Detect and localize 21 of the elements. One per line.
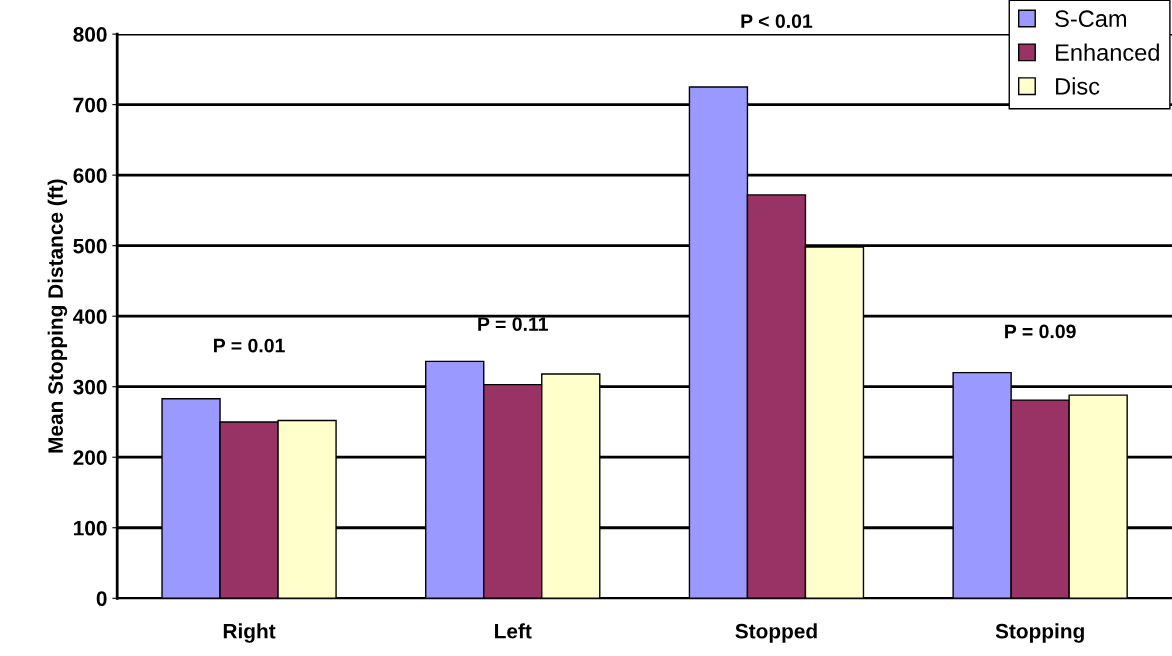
y-tick-label: 800 (73, 27, 107, 42)
y-tick-label: 300 (73, 379, 107, 395)
annotation: P = 0.09 (1005, 324, 1076, 339)
legend-label: S-Cam (1055, 10, 1127, 28)
y-axis-title: Mean Stopping Distance (ft) (47, 179, 68, 453)
y-tick-label: 700 (73, 97, 107, 113)
x-tick-label: Stopping (995, 623, 1084, 643)
y-tick-label: 200 (73, 450, 107, 465)
legend-label: Enhanced (1056, 43, 1159, 61)
text: P < 0.01 (741, 14, 813, 29)
annotation: P = 0.01 (214, 338, 285, 353)
y-tick-label: 100 (74, 520, 107, 536)
y-tick-label: 500 (73, 238, 107, 254)
x-tick-label: Stopped (735, 623, 817, 643)
y-tick-label: 0 (96, 591, 107, 607)
x-tick-label: Left (495, 623, 532, 639)
x-tick-label: Right (223, 623, 276, 643)
annotation: P = 0.11 (478, 317, 548, 331)
y-tick-label: 400 (73, 309, 107, 324)
legend-label: Disc (1056, 77, 1100, 95)
y-tick-label: 600 (73, 168, 107, 183)
